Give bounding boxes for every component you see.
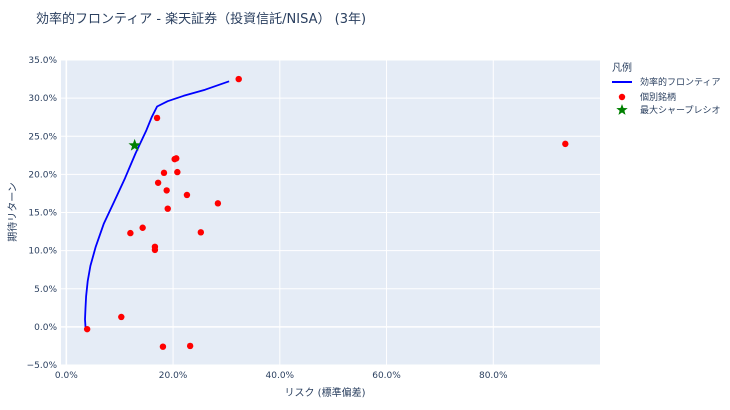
stock-point bbox=[215, 200, 221, 206]
legend-label-stocks: 個別銘柄 bbox=[640, 91, 676, 103]
y-tick-label: 25.0% bbox=[28, 132, 57, 142]
y-tick-label: 5.0% bbox=[34, 285, 57, 295]
stock-point bbox=[198, 229, 204, 235]
stock-point bbox=[236, 76, 242, 82]
stock-point bbox=[127, 230, 133, 236]
stock-point bbox=[163, 187, 169, 193]
legend-dot-swatch bbox=[619, 94, 625, 100]
chart-title: 効率的フロンティア - 楽天証券（投資信託/NISA） (3年) bbox=[36, 11, 366, 27]
x-tick-label: 60.0% bbox=[372, 371, 401, 381]
stock-point bbox=[173, 155, 179, 161]
y-tick-label: −5.0% bbox=[27, 361, 58, 371]
y-tick-label: 30.0% bbox=[28, 94, 57, 104]
x-tick-label: 40.0% bbox=[266, 371, 295, 381]
stock-point bbox=[118, 314, 124, 320]
legend-label-frontier: 効率的フロンティア bbox=[640, 76, 720, 88]
legend-item-stocks[interactable]: 個別銘柄 bbox=[619, 91, 676, 103]
legend: 凡例 効率的フロンティア 個別銘柄 最大シャープレシオ bbox=[612, 61, 720, 116]
stock-point bbox=[174, 169, 180, 175]
y-axis-ticks: −5.0% 0.0% 5.0% 10.0% 15.0% 20.0% 25.0% 30.0% 35… bbox=[27, 56, 58, 371]
x-tick-label: 80.0% bbox=[479, 371, 508, 381]
y-tick-label: 20.0% bbox=[28, 170, 57, 180]
stock-point bbox=[154, 115, 160, 121]
stock-point bbox=[84, 326, 90, 332]
stock-point bbox=[187, 343, 193, 349]
x-tick-label: 0.0% bbox=[55, 371, 78, 381]
y-tick-label: 35.0% bbox=[28, 56, 57, 66]
x-axis-ticks: 0.0% 20.0% 40.0% 60.0% 80.0% bbox=[55, 371, 508, 381]
stock-point bbox=[184, 192, 190, 198]
stock-point bbox=[155, 180, 161, 186]
stock-point bbox=[139, 225, 145, 231]
legend-item-max-sharpe[interactable]: 最大シャープレシオ bbox=[616, 104, 720, 116]
legend-item-frontier[interactable]: 効率的フロンティア bbox=[612, 76, 720, 88]
stock-point bbox=[152, 247, 158, 253]
y-tick-label: 10.0% bbox=[28, 247, 57, 257]
legend-label-max-sharpe: 最大シャープレシオ bbox=[640, 104, 720, 116]
y-tick-label: 0.0% bbox=[34, 323, 57, 333]
legend-title: 凡例 bbox=[612, 61, 632, 74]
stock-point bbox=[562, 141, 568, 147]
x-tick-label: 20.0% bbox=[159, 371, 188, 381]
stock-point bbox=[161, 170, 167, 176]
stock-point bbox=[165, 205, 171, 211]
stock-point bbox=[160, 344, 166, 350]
x-axis-title: リスク (標準偏差) bbox=[285, 386, 366, 399]
y-axis-title: 期待リターン bbox=[6, 182, 19, 242]
legend-star-swatch bbox=[616, 104, 627, 115]
y-tick-label: 15.0% bbox=[28, 209, 57, 219]
